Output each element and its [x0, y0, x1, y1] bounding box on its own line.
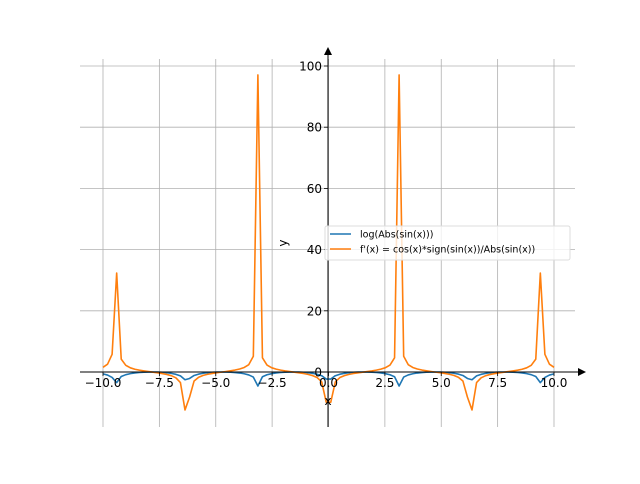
x-tick-label: −10.0 [85, 376, 122, 390]
x-tick-label: 0.0 [319, 376, 338, 390]
y-tick-label: 0 [314, 366, 322, 380]
y-tick-label: 60 [307, 182, 322, 196]
x-tick-label: −5.0 [201, 376, 230, 390]
x-tick-label: 2.5 [375, 376, 394, 390]
y-tick-label: 20 [307, 304, 322, 318]
y-tick-label: 100 [299, 60, 322, 74]
legend-label-0: log(Abs(sin(x))) [360, 230, 433, 241]
legend-label-1: f'(x) = cos(x)*sign(sin(x))/Abs(sin(x)) [360, 245, 535, 256]
y-axis-label: y [276, 239, 290, 246]
y-tick-label: 80 [307, 121, 322, 135]
ticks: −10.0 −7.5 −5.0 −2.5 0.0 2.5 5.0 7.5 10.0 0 20 40 60… [85, 60, 568, 391]
x-axis-label: x [324, 394, 331, 408]
x-tick-label: −7.5 [145, 376, 174, 390]
legend-box [324, 225, 571, 261]
y-axis-arrow [324, 47, 332, 55]
y-tick-label: 40 [307, 243, 322, 257]
x-tick-label: 7.5 [488, 376, 507, 390]
x-tick-label: −2.5 [258, 376, 287, 390]
x-axis-arrow [578, 368, 586, 376]
x-tick-label: 10.0 [541, 376, 568, 390]
legend: log(Abs(sin(x))) f'(x) = cos(x)*sign(sin… [324, 225, 571, 261]
x-tick-label: 5.0 [432, 376, 451, 390]
